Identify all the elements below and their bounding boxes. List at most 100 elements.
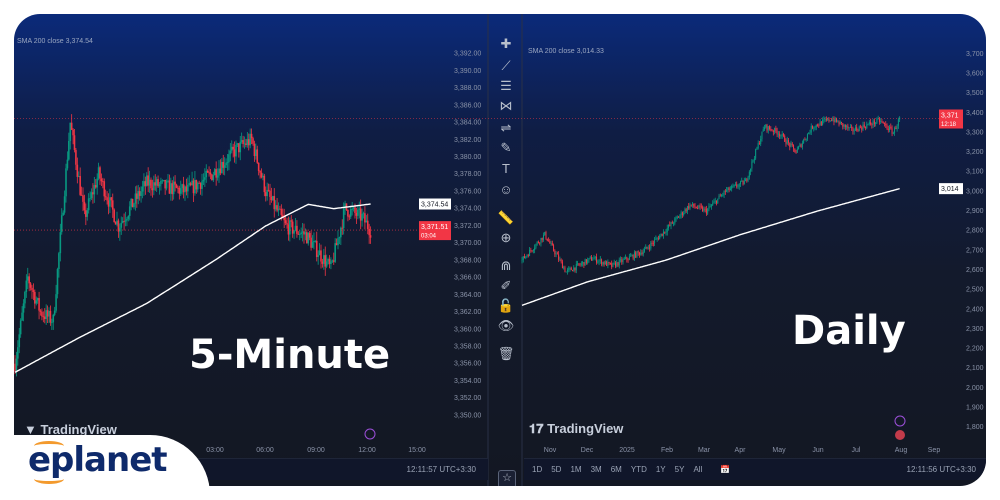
range-5d[interactable]: 5D bbox=[551, 465, 562, 474]
candle-body bbox=[348, 216, 351, 218]
range-all[interactable]: All bbox=[693, 465, 703, 474]
candle-body bbox=[274, 205, 277, 210]
candle-body bbox=[650, 242, 652, 249]
candle-body bbox=[264, 192, 267, 197]
calendar-icon[interactable]: 📅 bbox=[720, 465, 731, 474]
candle-body bbox=[162, 179, 165, 181]
left-timeframe-label: 5-Minute bbox=[189, 332, 391, 378]
y-tick-label: 3,300 bbox=[966, 129, 984, 136]
candle-body bbox=[198, 182, 200, 184]
candle-body bbox=[692, 203, 694, 206]
candle-body bbox=[607, 262, 609, 266]
range-5y[interactable]: 5Y bbox=[674, 465, 685, 474]
candle-body bbox=[880, 121, 882, 122]
favorite-star-button[interactable]: ☆ bbox=[498, 470, 516, 486]
zoom-icon[interactable]: ⊕ bbox=[500, 230, 512, 245]
candle-body bbox=[579, 264, 581, 266]
y-tick-label: 3,388.00 bbox=[454, 85, 481, 92]
x-tick-label: Mar bbox=[698, 447, 711, 454]
candle-body bbox=[307, 233, 310, 244]
sma-value-badge bbox=[939, 183, 963, 195]
candle-body bbox=[645, 246, 647, 250]
ruler-icon[interactable]: 📏 bbox=[497, 210, 515, 225]
candle-body bbox=[314, 240, 317, 242]
candle-body bbox=[621, 259, 623, 263]
range-1y[interactable]: 1Y bbox=[655, 465, 666, 474]
candle-body bbox=[59, 232, 62, 254]
magnet-icon[interactable]: ⋒ bbox=[500, 258, 512, 273]
candle-body bbox=[539, 242, 541, 244]
candle-body bbox=[219, 168, 222, 174]
candle-body bbox=[680, 212, 682, 216]
candle-body bbox=[28, 276, 30, 284]
candle-body bbox=[862, 124, 864, 130]
candle-body bbox=[638, 252, 640, 255]
text-icon[interactable]: T bbox=[502, 161, 510, 176]
candle-body bbox=[273, 196, 276, 210]
candle-body bbox=[107, 200, 110, 207]
candle-body bbox=[656, 238, 658, 240]
candle-body bbox=[742, 180, 744, 185]
measure-lines-icon[interactable]: ⇌ bbox=[500, 120, 512, 135]
candle-body bbox=[228, 154, 230, 163]
eye-icon[interactable]: 👁 bbox=[497, 318, 515, 333]
trash-icon[interactable]: 🗑 bbox=[497, 346, 515, 361]
range-1m[interactable]: 1M bbox=[570, 465, 582, 474]
candle-body bbox=[679, 215, 681, 218]
candle-body bbox=[863, 124, 865, 128]
candle-body bbox=[218, 168, 220, 176]
lock-drawing-icon[interactable]: ✐ bbox=[500, 278, 512, 293]
candle-body bbox=[780, 135, 782, 137]
candle-body bbox=[885, 123, 887, 126]
x-tick-label: 2025 bbox=[619, 447, 635, 454]
candle-body bbox=[529, 249, 531, 256]
candle-body bbox=[674, 218, 676, 224]
fib-icon[interactable]: ☰ bbox=[500, 78, 512, 93]
candle-body bbox=[521, 259, 523, 261]
range-3m[interactable]: 3M bbox=[590, 465, 602, 474]
brush-icon[interactable]: ✎ bbox=[500, 140, 512, 155]
range-1d[interactable]: 1D bbox=[532, 465, 543, 474]
candle-body bbox=[191, 180, 193, 186]
trend-line-icon[interactable]: ⟋ bbox=[501, 58, 511, 73]
candle-body bbox=[695, 207, 697, 209]
candle-body bbox=[334, 243, 336, 262]
candle-body bbox=[136, 193, 138, 199]
candle-body bbox=[572, 270, 574, 272]
candle-body bbox=[640, 252, 642, 255]
candle-body bbox=[100, 178, 103, 182]
candle-body bbox=[601, 259, 603, 265]
candle-body bbox=[269, 190, 271, 197]
cursor-icon[interactable]: ✚ bbox=[500, 36, 512, 51]
candle-body bbox=[194, 179, 196, 194]
x-tick-label: 03:00 bbox=[206, 447, 224, 454]
candle-body bbox=[126, 218, 128, 221]
candle-body bbox=[77, 176, 80, 177]
candle-body bbox=[260, 172, 263, 178]
candle-body bbox=[99, 167, 101, 179]
candle-body bbox=[106, 197, 108, 201]
candle-body bbox=[153, 182, 155, 191]
range-ytd[interactable]: YTD bbox=[630, 465, 647, 474]
charts-canvas[interactable]: 3,350.00 3,352.00 3,354.00 3,356.00 3,358.00… bbox=[14, 14, 986, 486]
left-status-time: 12:11:57 UTC+3:30 bbox=[406, 465, 476, 474]
candle-body bbox=[844, 124, 846, 128]
candle-body bbox=[868, 122, 870, 125]
candle-body bbox=[85, 210, 87, 217]
y-tick-label: 3,390.00 bbox=[454, 68, 481, 75]
candle-body bbox=[685, 209, 687, 212]
candle-body bbox=[147, 175, 149, 186]
lock-icon[interactable]: 🔓 bbox=[497, 298, 515, 313]
candle-body bbox=[206, 170, 209, 173]
candle-body bbox=[737, 186, 739, 188]
candle-body bbox=[584, 259, 586, 266]
candle-body bbox=[889, 126, 891, 131]
range-6m[interactable]: 6M bbox=[610, 465, 622, 474]
candle-body bbox=[713, 201, 715, 204]
candle-body bbox=[803, 139, 805, 143]
candle-body bbox=[757, 143, 759, 149]
emoji-icon[interactable]: ☺ bbox=[499, 182, 513, 197]
candle-body bbox=[861, 127, 863, 130]
candle-body bbox=[192, 180, 195, 194]
pattern-icon[interactable]: ⋈ bbox=[499, 98, 513, 113]
